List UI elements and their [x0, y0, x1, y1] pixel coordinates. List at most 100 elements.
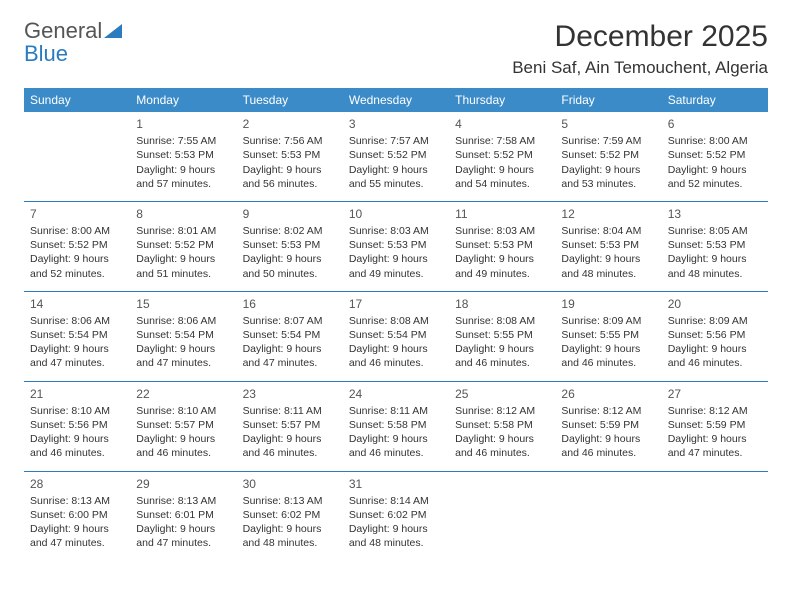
- sunset-line: Sunset: 5:52 PM: [668, 148, 762, 162]
- weekday-header: Monday: [130, 88, 236, 112]
- logo-text-2: Blue: [24, 41, 68, 66]
- calendar-cell: [662, 471, 768, 560]
- weekday-header-row: SundayMondayTuesdayWednesdayThursdayFrid…: [24, 88, 768, 112]
- calendar-cell: 16Sunrise: 8:07 AMSunset: 5:54 PMDayligh…: [237, 291, 343, 381]
- sunset-line: Sunset: 5:52 PM: [561, 148, 655, 162]
- sunset-line: Sunset: 5:53 PM: [668, 238, 762, 252]
- calendar-cell: 22Sunrise: 8:10 AMSunset: 5:57 PMDayligh…: [130, 381, 236, 471]
- sunset-line: Sunset: 6:02 PM: [349, 508, 443, 522]
- sunrise-line: Sunrise: 8:00 AM: [30, 224, 124, 238]
- sunrise-line: Sunrise: 8:06 AM: [30, 314, 124, 328]
- daylight-line: Daylight: 9 hours and 46 minutes.: [668, 342, 762, 370]
- day-number: 2: [243, 116, 337, 132]
- calendar-cell: 8Sunrise: 8:01 AMSunset: 5:52 PMDaylight…: [130, 201, 236, 291]
- sunset-line: Sunset: 5:58 PM: [455, 418, 549, 432]
- sunset-line: Sunset: 5:57 PM: [136, 418, 230, 432]
- daylight-line: Daylight: 9 hours and 47 minutes.: [30, 522, 124, 550]
- calendar-cell: [555, 471, 661, 560]
- sunrise-line: Sunrise: 8:08 AM: [455, 314, 549, 328]
- logo-triangle-icon: [104, 24, 122, 43]
- sunset-line: Sunset: 5:55 PM: [561, 328, 655, 342]
- calendar-cell: 13Sunrise: 8:05 AMSunset: 5:53 PMDayligh…: [662, 201, 768, 291]
- sunrise-line: Sunrise: 8:09 AM: [668, 314, 762, 328]
- calendar-cell: 2Sunrise: 7:56 AMSunset: 5:53 PMDaylight…: [237, 112, 343, 201]
- day-number: 19: [561, 296, 655, 312]
- daylight-line: Daylight: 9 hours and 52 minutes.: [30, 252, 124, 280]
- day-number: 27: [668, 386, 762, 402]
- weekday-header: Friday: [555, 88, 661, 112]
- day-number: 31: [349, 476, 443, 492]
- sunrise-line: Sunrise: 8:13 AM: [136, 494, 230, 508]
- day-number: 1: [136, 116, 230, 132]
- day-number: 28: [30, 476, 124, 492]
- daylight-line: Daylight: 9 hours and 47 minutes.: [136, 522, 230, 550]
- sunset-line: Sunset: 5:52 PM: [455, 148, 549, 162]
- sunrise-line: Sunrise: 8:11 AM: [349, 404, 443, 418]
- sunrise-line: Sunrise: 8:10 AM: [30, 404, 124, 418]
- sunset-line: Sunset: 5:53 PM: [136, 148, 230, 162]
- daylight-line: Daylight: 9 hours and 47 minutes.: [668, 432, 762, 460]
- calendar-cell: 11Sunrise: 8:03 AMSunset: 5:53 PMDayligh…: [449, 201, 555, 291]
- calendar-cell: 27Sunrise: 8:12 AMSunset: 5:59 PMDayligh…: [662, 381, 768, 471]
- calendar-cell: 25Sunrise: 8:12 AMSunset: 5:58 PMDayligh…: [449, 381, 555, 471]
- calendar-cell: 24Sunrise: 8:11 AMSunset: 5:58 PMDayligh…: [343, 381, 449, 471]
- calendar-row: 14Sunrise: 8:06 AMSunset: 5:54 PMDayligh…: [24, 291, 768, 381]
- calendar-cell: 5Sunrise: 7:59 AMSunset: 5:52 PMDaylight…: [555, 112, 661, 201]
- weekday-header: Saturday: [662, 88, 768, 112]
- day-number: 5: [561, 116, 655, 132]
- calendar-cell: 15Sunrise: 8:06 AMSunset: 5:54 PMDayligh…: [130, 291, 236, 381]
- sunrise-line: Sunrise: 8:02 AM: [243, 224, 337, 238]
- weekday-header: Tuesday: [237, 88, 343, 112]
- calendar-cell: 9Sunrise: 8:02 AMSunset: 5:53 PMDaylight…: [237, 201, 343, 291]
- sunrise-line: Sunrise: 8:07 AM: [243, 314, 337, 328]
- calendar-row: 28Sunrise: 8:13 AMSunset: 6:00 PMDayligh…: [24, 471, 768, 560]
- daylight-line: Daylight: 9 hours and 54 minutes.: [455, 163, 549, 191]
- calendar-cell: 14Sunrise: 8:06 AMSunset: 5:54 PMDayligh…: [24, 291, 130, 381]
- calendar-row: 1Sunrise: 7:55 AMSunset: 5:53 PMDaylight…: [24, 112, 768, 201]
- daylight-line: Daylight: 9 hours and 46 minutes.: [561, 432, 655, 460]
- sunset-line: Sunset: 5:52 PM: [30, 238, 124, 252]
- daylight-line: Daylight: 9 hours and 48 minutes.: [349, 522, 443, 550]
- sunset-line: Sunset: 5:54 PM: [349, 328, 443, 342]
- calendar-cell: 4 Sunrise: 7:58 AMSunset: 5:52 PMDaylight…: [449, 112, 555, 201]
- daylight-line: Daylight: 9 hours and 46 minutes.: [561, 342, 655, 370]
- day-number: 29: [136, 476, 230, 492]
- calendar-cell: [449, 471, 555, 560]
- calendar-cell: [24, 112, 130, 201]
- sunrise-line: Sunrise: 7:58 AM: [455, 134, 549, 148]
- weekday-header: Thursday: [449, 88, 555, 112]
- day-number: 12: [561, 206, 655, 222]
- daylight-line: Daylight: 9 hours and 55 minutes.: [349, 163, 443, 191]
- calendar-cell: 7Sunrise: 8:00 AMSunset: 5:52 PMDaylight…: [24, 201, 130, 291]
- calendar-cell: 31 Sunrise: 8:14 AMSunset: 6:02 PMDayligh…: [343, 471, 449, 560]
- day-number: 14: [30, 296, 124, 312]
- sunset-line: Sunset: 5:53 PM: [349, 238, 443, 252]
- calendar-cell: 17Sunrise: 8:08 AMSunset: 5:54 PMDayligh…: [343, 291, 449, 381]
- sunset-line: Sunset: 6:02 PM: [243, 508, 337, 522]
- day-number: 17: [349, 296, 443, 312]
- daylight-line: Daylight: 9 hours and 47 minutes.: [243, 342, 337, 370]
- sunrise-line: Sunrise: 8:04 AM: [561, 224, 655, 238]
- day-number: 20: [668, 296, 762, 312]
- day-number: 8: [136, 206, 230, 222]
- daylight-line: Daylight: 9 hours and 51 minutes.: [136, 252, 230, 280]
- calendar-cell: 1Sunrise: 7:55 AMSunset: 5:53 PMDaylight…: [130, 112, 236, 201]
- daylight-line: Daylight: 9 hours and 48 minutes.: [561, 252, 655, 280]
- sunrise-line: Sunrise: 8:14 AM: [349, 494, 443, 508]
- sunset-line: Sunset: 5:53 PM: [455, 238, 549, 252]
- day-number: 4: [455, 116, 549, 132]
- calendar-cell: 6Sunrise: 8:00 AMSunset: 5:52 PMDaylight…: [662, 112, 768, 201]
- sunset-line: Sunset: 5:54 PM: [243, 328, 337, 342]
- daylight-line: Daylight: 9 hours and 46 minutes.: [349, 432, 443, 460]
- daylight-line: Daylight: 9 hours and 56 minutes.: [243, 163, 337, 191]
- sunset-line: Sunset: 5:59 PM: [561, 418, 655, 432]
- calendar-cell: 28Sunrise: 8:13 AMSunset: 6:00 PMDayligh…: [24, 471, 130, 560]
- sunset-line: Sunset: 5:58 PM: [349, 418, 443, 432]
- logo-text-1: General: [24, 18, 102, 43]
- daylight-line: Daylight: 9 hours and 46 minutes.: [349, 342, 443, 370]
- sunrise-line: Sunrise: 7:56 AM: [243, 134, 337, 148]
- sunrise-line: Sunrise: 8:13 AM: [30, 494, 124, 508]
- sunset-line: Sunset: 5:53 PM: [243, 238, 337, 252]
- sunrise-line: Sunrise: 7:57 AM: [349, 134, 443, 148]
- daylight-line: Daylight: 9 hours and 48 minutes.: [243, 522, 337, 550]
